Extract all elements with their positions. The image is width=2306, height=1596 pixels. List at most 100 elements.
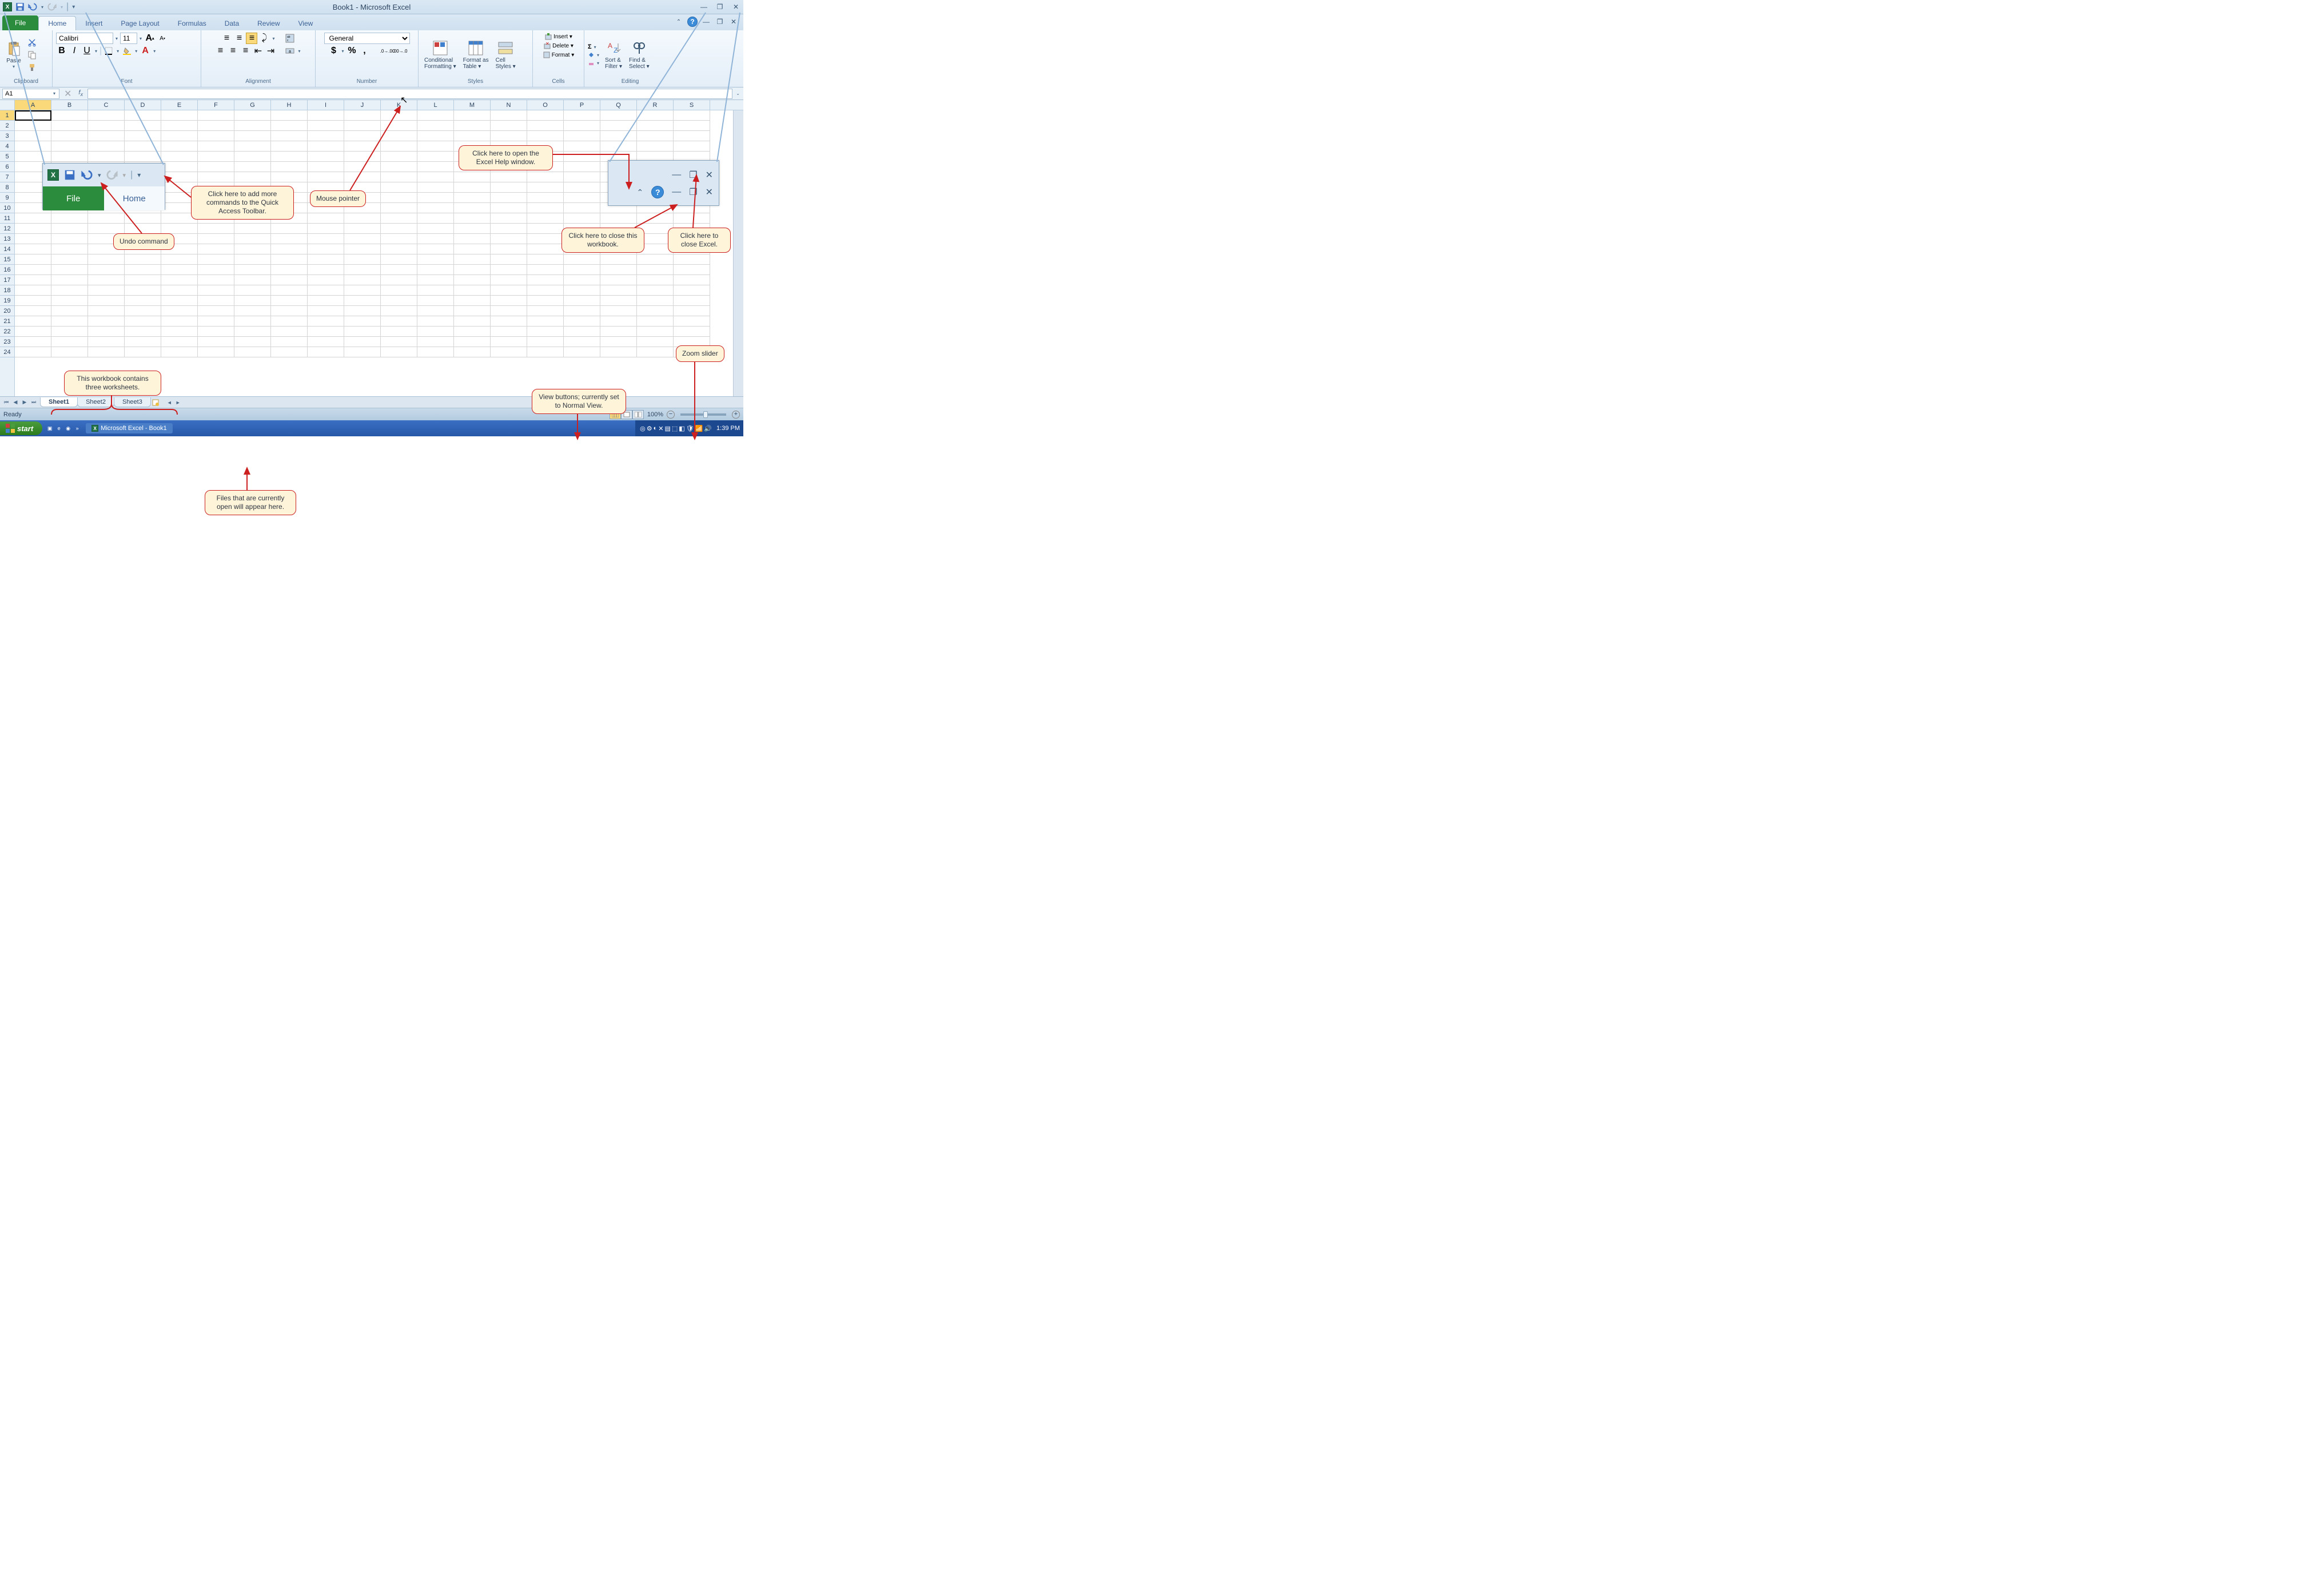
cell[interactable] [125,141,161,152]
cell[interactable] [198,172,234,182]
cell[interactable] [198,327,234,337]
cell[interactable] [637,316,674,327]
cell[interactable] [161,337,198,347]
cell[interactable] [234,234,271,244]
cell[interactable] [674,296,710,306]
cell[interactable] [308,275,344,285]
cell[interactable] [381,296,417,306]
zoom-out-button[interactable]: − [667,411,675,419]
cell[interactable] [15,265,51,275]
cell[interactable] [600,121,637,131]
cell[interactable] [198,244,234,254]
cell[interactable] [491,193,527,203]
align-center-icon[interactable]: ≡ [227,45,238,57]
cell[interactable] [344,285,381,296]
row-header[interactable]: 2 [0,121,14,131]
cell[interactable] [564,306,600,316]
cell[interactable] [417,182,454,193]
cell[interactable] [271,162,308,172]
cell[interactable] [637,285,674,296]
cell[interactable] [15,296,51,306]
cell[interactable] [308,152,344,162]
column-header[interactable]: F [198,100,234,110]
row-header[interactable]: 19 [0,296,14,306]
cell[interactable] [125,285,161,296]
align-bottom-icon[interactable]: ≡ [246,33,257,44]
cell[interactable] [198,234,234,244]
cell[interactable] [344,244,381,254]
cell[interactable] [198,337,234,347]
cell[interactable] [51,121,88,131]
autosum-button[interactable]: Σ▾ [588,43,600,50]
cell[interactable] [491,110,527,121]
cell[interactable] [381,347,417,357]
cell[interactable] [417,265,454,275]
cell[interactable] [15,152,51,162]
undo-dropdown-icon[interactable]: ▾ [40,5,45,10]
cell[interactable] [454,121,491,131]
tab-file[interactable]: File [2,15,38,30]
cell[interactable] [491,265,527,275]
cell[interactable] [564,347,600,357]
workbook-restore-button[interactable]: ❐ [715,18,725,26]
cell[interactable] [234,265,271,275]
cell[interactable] [88,265,125,275]
cell[interactable] [161,306,198,316]
cell[interactable] [234,110,271,121]
cell[interactable] [491,244,527,254]
cell[interactable] [15,224,51,234]
cell[interactable] [491,121,527,131]
cell[interactable] [491,224,527,234]
cell[interactable] [161,110,198,121]
cell[interactable] [51,347,88,357]
align-left-icon[interactable]: ≡ [214,45,226,57]
cell[interactable] [527,172,564,182]
cell[interactable] [527,254,564,265]
row-header[interactable]: 3 [0,131,14,141]
zoom-slider[interactable] [680,413,726,416]
cell[interactable] [564,162,600,172]
orientation-icon[interactable]: ⤸ [258,33,270,44]
cell[interactable] [564,254,600,265]
cell[interactable] [381,254,417,265]
cell[interactable] [51,275,88,285]
cell[interactable] [381,193,417,203]
merge-center-icon[interactable]: a [284,45,296,57]
minimize-ribbon-icon[interactable]: ⌃ [674,18,684,26]
cell[interactable] [308,306,344,316]
horizontal-scrollbar[interactable] [165,399,738,407]
cell[interactable] [600,285,637,296]
cell[interactable] [308,162,344,172]
cell[interactable] [15,121,51,131]
sheet-tab[interactable]: Sheet1 [40,397,78,407]
cell[interactable] [417,224,454,234]
cell[interactable] [527,213,564,224]
cell[interactable] [161,172,198,182]
cell[interactable] [125,296,161,306]
cell[interactable] [271,224,308,234]
new-sheet-icon[interactable] [152,399,160,407]
cell[interactable] [600,213,637,224]
cell[interactable] [674,213,710,224]
cell[interactable] [454,110,491,121]
column-header[interactable]: N [491,100,527,110]
help-icon[interactable]: ? [687,17,698,27]
cell[interactable] [125,152,161,162]
cell[interactable] [454,203,491,213]
cancel-formula-icon[interactable]: ✕ [62,88,74,99]
cell[interactable] [381,234,417,244]
cell[interactable] [161,285,198,296]
cell[interactable] [637,275,674,285]
cell[interactable] [308,254,344,265]
cell[interactable] [417,254,454,265]
currency-icon[interactable]: $ [328,45,339,57]
cell[interactable] [51,254,88,265]
cell[interactable] [234,316,271,327]
font-color-icon[interactable]: A [140,45,151,57]
cell[interactable] [637,121,674,131]
column-header[interactable]: J [344,100,381,110]
cell[interactable] [271,131,308,141]
zoom-handle[interactable] [703,411,708,418]
cell[interactable] [417,193,454,203]
cell[interactable] [344,327,381,337]
